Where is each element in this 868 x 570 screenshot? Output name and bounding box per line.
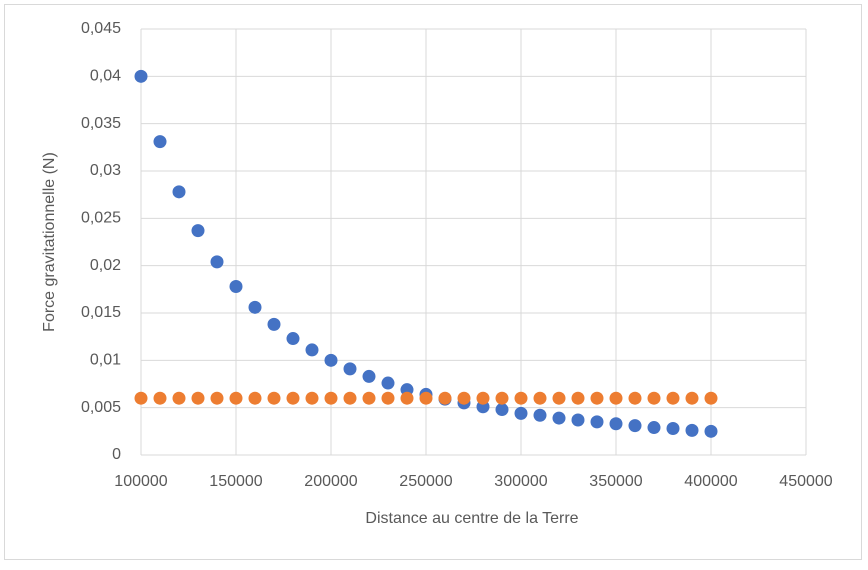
point bbox=[590, 391, 604, 405]
x-tick-label: 350000 bbox=[589, 473, 642, 490]
point bbox=[324, 391, 338, 405]
point bbox=[153, 391, 167, 405]
point bbox=[362, 391, 376, 405]
point bbox=[248, 391, 262, 405]
point bbox=[552, 411, 566, 425]
point bbox=[343, 391, 357, 405]
x-tick-label: 250000 bbox=[399, 473, 452, 490]
point bbox=[324, 353, 338, 367]
point bbox=[286, 391, 300, 405]
point bbox=[286, 332, 300, 346]
point bbox=[533, 408, 547, 422]
point bbox=[419, 391, 433, 405]
point bbox=[381, 376, 395, 390]
x-tick-label: 400000 bbox=[684, 473, 737, 490]
point bbox=[134, 391, 148, 405]
point bbox=[172, 391, 186, 405]
y-tick-label: 0,045 bbox=[81, 20, 121, 37]
point bbox=[457, 391, 471, 405]
point bbox=[134, 69, 148, 83]
y-tick-label: 0,025 bbox=[81, 210, 121, 227]
point bbox=[666, 391, 680, 405]
point bbox=[704, 424, 718, 438]
point bbox=[267, 391, 281, 405]
point bbox=[248, 300, 262, 314]
chart-border bbox=[4, 4, 862, 560]
point bbox=[571, 391, 585, 405]
point bbox=[191, 391, 205, 405]
y-tick-label: 0,005 bbox=[81, 399, 121, 416]
point bbox=[590, 415, 604, 429]
point bbox=[229, 279, 243, 293]
point bbox=[685, 423, 699, 437]
y-axis-title: Force gravitationnelle (N) bbox=[41, 152, 58, 332]
point bbox=[438, 391, 452, 405]
point bbox=[647, 421, 661, 435]
point bbox=[666, 421, 680, 435]
point bbox=[229, 391, 243, 405]
y-tick-label: 0,02 bbox=[90, 257, 121, 274]
point bbox=[267, 317, 281, 331]
x-tick-label: 200000 bbox=[304, 473, 357, 490]
point bbox=[552, 391, 566, 405]
point bbox=[343, 362, 357, 376]
point bbox=[172, 185, 186, 199]
x-tick-label: 100000 bbox=[114, 473, 167, 490]
y-tick-label: 0,015 bbox=[81, 304, 121, 321]
y-tick-label: 0,03 bbox=[90, 162, 121, 179]
x-tick-label: 300000 bbox=[494, 473, 547, 490]
point bbox=[609, 391, 623, 405]
point bbox=[305, 391, 319, 405]
point bbox=[628, 419, 642, 433]
point bbox=[609, 417, 623, 431]
point bbox=[495, 403, 509, 417]
point bbox=[381, 391, 395, 405]
y-tick-label: 0,035 bbox=[81, 115, 121, 132]
point bbox=[571, 413, 585, 427]
point bbox=[704, 391, 718, 405]
point bbox=[514, 406, 528, 420]
point bbox=[514, 391, 528, 405]
point bbox=[647, 391, 661, 405]
point bbox=[210, 391, 224, 405]
point bbox=[153, 135, 167, 149]
point bbox=[685, 391, 699, 405]
point bbox=[533, 391, 547, 405]
y-tick-label: 0 bbox=[112, 446, 121, 463]
y-tick-label: 0,04 bbox=[90, 68, 121, 85]
point bbox=[476, 391, 490, 405]
point bbox=[362, 369, 376, 383]
x-tick-label: 450000 bbox=[779, 473, 832, 490]
point bbox=[400, 391, 414, 405]
y-tick-label: 0,01 bbox=[90, 352, 121, 369]
point bbox=[305, 343, 319, 357]
point bbox=[210, 255, 224, 269]
point bbox=[191, 224, 205, 238]
x-tick-label: 150000 bbox=[209, 473, 262, 490]
point bbox=[628, 391, 642, 405]
x-axis-title: Distance au centre de la Terre bbox=[365, 510, 578, 527]
point bbox=[495, 391, 509, 405]
